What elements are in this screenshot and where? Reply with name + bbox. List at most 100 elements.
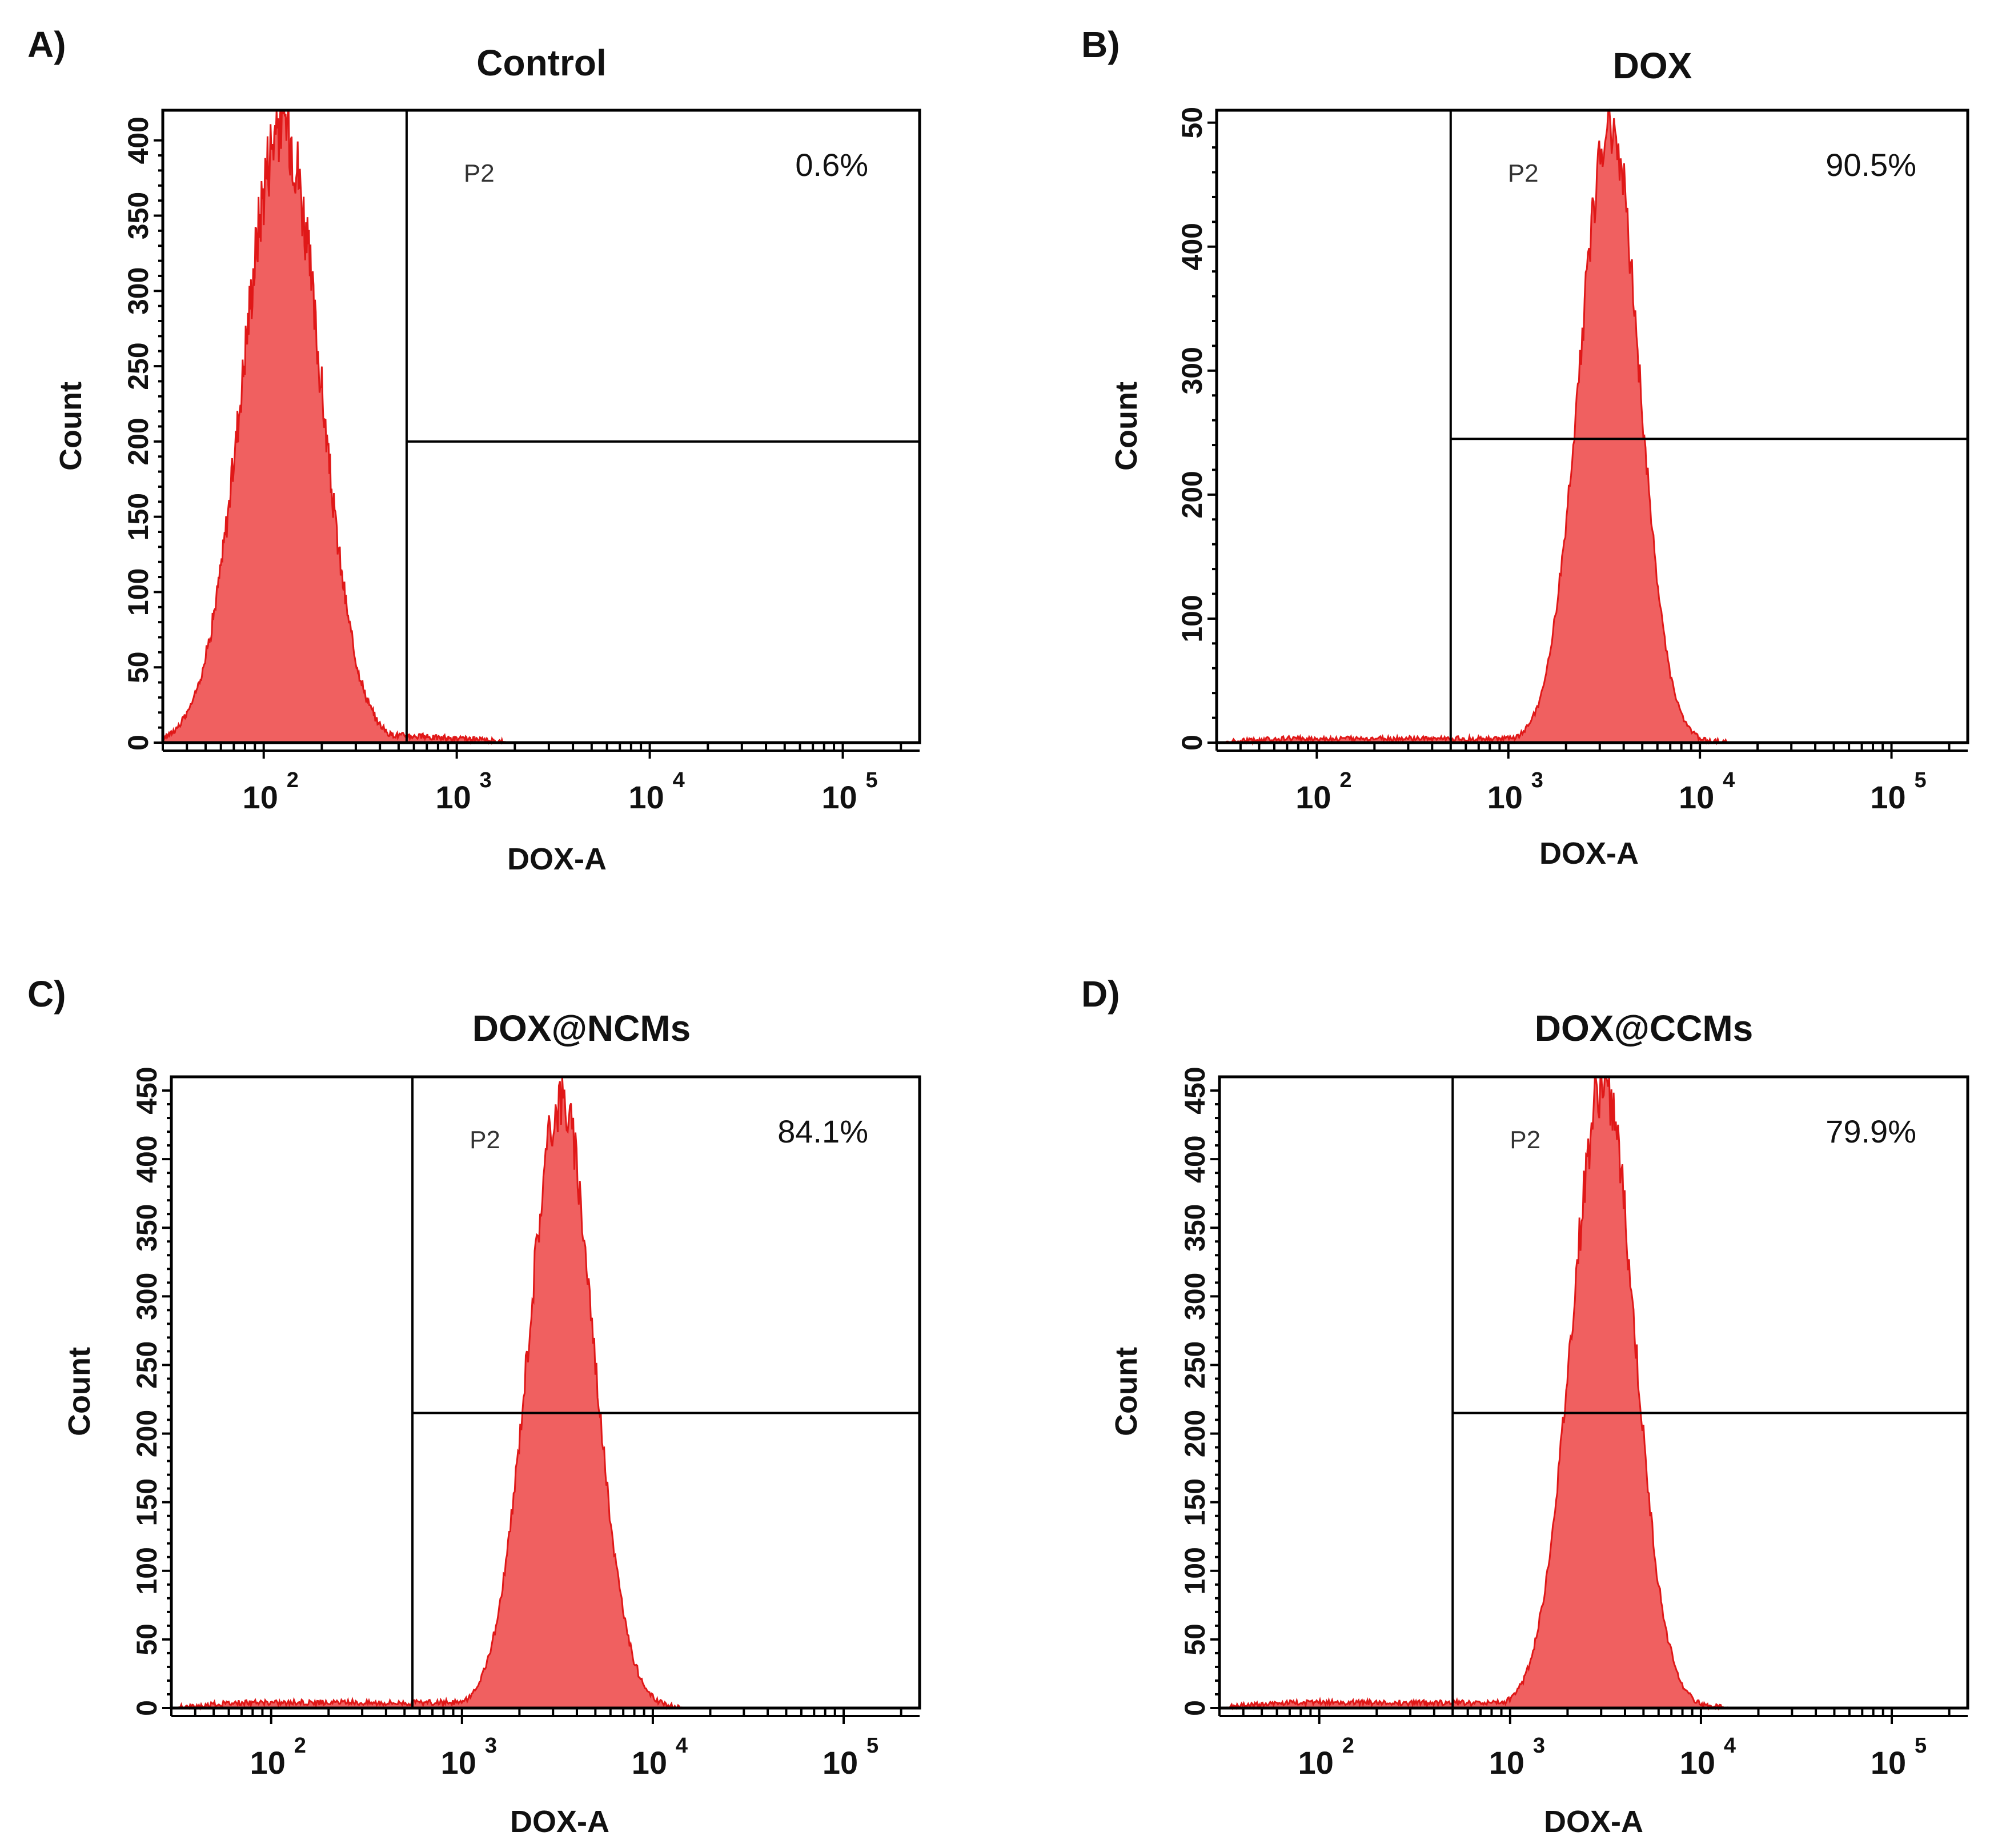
histogram-series — [171, 1076, 701, 1711]
gate-name: P2 — [470, 1126, 500, 1154]
x-tick-label: 10 — [1680, 1745, 1715, 1781]
y-tick-label: 450 — [1179, 1067, 1211, 1114]
x-tick-exponent: 4 — [676, 1734, 688, 1758]
y-tick-label: 50 — [1179, 1623, 1211, 1655]
x-tick-label: 10 — [250, 1745, 286, 1781]
histogram-series — [162, 109, 525, 745]
y-tick-label: 200 — [1176, 471, 1208, 518]
histogram-series — [1216, 108, 1759, 746]
x-tick-label: 10 — [823, 1745, 858, 1781]
x-tick-exponent: 4 — [1724, 1734, 1736, 1758]
panel-letter: B) — [1081, 24, 1120, 65]
y-tick-label: 150 — [122, 493, 154, 540]
gate-name: P2 — [1510, 1126, 1540, 1154]
x-tick-label: 10 — [628, 779, 664, 815]
x-tick-exponent: 2 — [1342, 1734, 1354, 1758]
y-tick-label: 200 — [122, 418, 154, 465]
y-tick-label: 350 — [122, 192, 154, 239]
y-tick-label: 450 — [131, 1067, 163, 1114]
x-tick-label: 10 — [441, 1745, 476, 1781]
x-tick-label: 10 — [1298, 1745, 1334, 1781]
y-tick-label: 200 — [131, 1410, 163, 1457]
y-tick-label: 300 — [1176, 347, 1208, 394]
y-tick-label: 150 — [131, 1478, 163, 1526]
gate-percent: 0.6% — [795, 147, 868, 183]
y-tick-label: 400 — [122, 117, 154, 164]
panel-3: C) DOX@NCMs P2 84.1% 0 50 100 150 200 250 300 350 40… — [27, 973, 921, 1839]
panel-title: Control — [476, 42, 607, 83]
y-tick-label: 100 — [131, 1547, 163, 1594]
x-tick-exponent: 3 — [485, 1734, 497, 1758]
y-tick-label: 350 — [1179, 1204, 1211, 1252]
x-tick-exponent: 2 — [1339, 768, 1351, 792]
y-tick-label: 250 — [1179, 1341, 1211, 1389]
x-tick-exponent: 5 — [866, 768, 878, 792]
panel-title: DOX@NCMs — [472, 1008, 691, 1049]
x-axis-label: DOX-A — [1539, 836, 1639, 871]
x-tick-label: 10 — [435, 779, 471, 815]
x-axis-label: DOX-A — [1544, 1805, 1643, 1839]
gate-name: P2 — [464, 159, 495, 187]
y-tick-label: 50 — [122, 651, 154, 683]
gate-percent: 90.5% — [1826, 147, 1916, 183]
panel-letter: D) — [1081, 973, 1120, 1015]
x-tick-exponent: 2 — [287, 768, 299, 792]
y-tick-label: 100 — [122, 568, 154, 616]
y-axis-label: Count — [54, 382, 88, 471]
panel-title: DOX — [1613, 45, 1692, 86]
y-axis-label: Count — [1109, 382, 1144, 471]
y-tick-label: 100 — [1179, 1547, 1211, 1594]
y-axis-label: Count — [62, 1347, 97, 1436]
y-axis-label: Count — [1109, 1347, 1144, 1436]
x-tick-exponent: 3 — [1531, 768, 1543, 792]
x-tick-exponent: 2 — [294, 1734, 306, 1758]
x-tick-label: 10 — [1295, 779, 1331, 815]
panel-2: B) DOX P2 90.5% 0 100 200 300 400 50 10 2 10 3 10 4 10 5 D… — [1081, 24, 1969, 871]
x-tick-label: 10 — [1870, 779, 1905, 815]
y-tick-label: 300 — [122, 267, 154, 315]
y-tick-label: 100 — [1176, 595, 1208, 642]
y-tick-label: 0 — [122, 735, 154, 751]
y-tick-label: 150 — [1179, 1478, 1211, 1526]
x-tick-label: 10 — [1871, 1745, 1906, 1781]
y-tick-label: 0 — [131, 1700, 163, 1716]
y-tick-label: 50 — [131, 1623, 163, 1655]
y-tick-label: 250 — [131, 1341, 163, 1389]
x-tick-exponent: 5 — [866, 1734, 878, 1758]
y-tick-label: 300 — [1179, 1273, 1211, 1320]
y-tick-label: 250 — [122, 342, 154, 390]
y-tick-label: 200 — [1179, 1410, 1211, 1457]
x-tick-label: 10 — [1679, 779, 1714, 815]
panel-letter: A) — [27, 24, 66, 65]
x-tick-exponent: 5 — [1915, 768, 1927, 792]
x-tick-label: 10 — [1487, 779, 1523, 815]
y-tick-label: 400 — [1176, 223, 1208, 270]
x-tick-label: 10 — [632, 1745, 667, 1781]
y-tick-label: 50 — [1176, 107, 1208, 139]
x-tick-exponent: 3 — [480, 768, 492, 792]
y-tick-label: 0 — [1179, 1700, 1211, 1716]
gate-percent: 79.9% — [1826, 1113, 1916, 1149]
y-tick-label: 300 — [131, 1273, 163, 1320]
y-tick-label: 400 — [1179, 1135, 1211, 1182]
panel-1: A) Control P2 0.6% 0 50 100 150 200 250 300 350 400 1… — [27, 24, 921, 876]
histogram-series — [1219, 1076, 1750, 1711]
x-axis-label: DOX-A — [510, 1805, 609, 1839]
x-tick-label: 10 — [1489, 1745, 1524, 1781]
x-axis-label: DOX-A — [507, 842, 607, 876]
x-tick-exponent: 5 — [1915, 1734, 1927, 1758]
y-tick-label: 400 — [131, 1135, 163, 1182]
x-tick-exponent: 4 — [673, 768, 685, 792]
y-tick-label: 350 — [131, 1204, 163, 1252]
panel-letter: C) — [27, 973, 66, 1015]
gate-percent: 84.1% — [777, 1113, 868, 1149]
gate-name: P2 — [1508, 159, 1539, 187]
y-tick-label: 0 — [1176, 735, 1208, 751]
x-tick-exponent: 4 — [1723, 768, 1735, 792]
plot-frame — [1215, 109, 1969, 744]
panel-title: DOX@CCMs — [1535, 1008, 1753, 1049]
x-tick-exponent: 3 — [1533, 1734, 1545, 1758]
x-tick-label: 10 — [821, 779, 857, 815]
x-tick-label: 10 — [243, 779, 278, 815]
